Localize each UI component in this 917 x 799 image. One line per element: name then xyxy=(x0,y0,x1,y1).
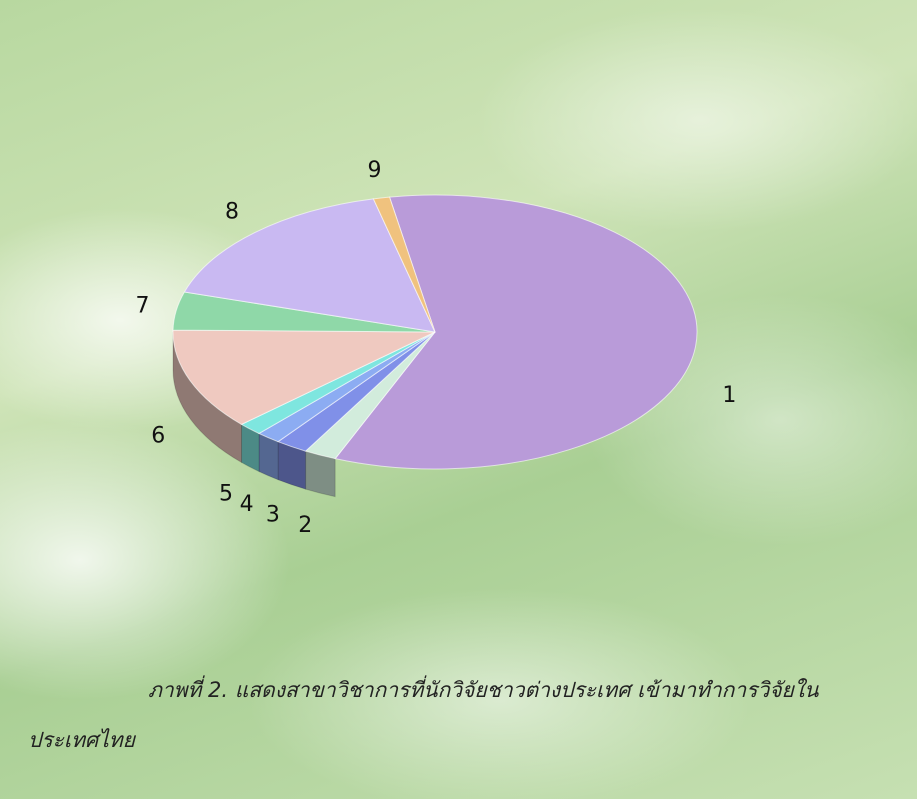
slice-label: 9 xyxy=(367,158,381,183)
page: 1 2345 6 7 8 9 ภาพที่ 2. แสดงสาขาวิชาการที่นั… xyxy=(0,0,917,799)
caption: ภาพที่ 2. แสดงสาขาวิชาการที่นักวิจัยชาวต… xyxy=(28,665,868,765)
slice-label: 1 xyxy=(722,383,736,408)
slice-label: 3 xyxy=(266,503,280,528)
slice-label: 5 xyxy=(219,481,233,506)
slice-label: 7 xyxy=(136,294,150,319)
slice-label: 8 xyxy=(225,199,239,224)
slice-label: 4 xyxy=(240,492,254,517)
slice-label: 2 xyxy=(298,513,312,538)
slice-label: 6 xyxy=(151,423,165,448)
